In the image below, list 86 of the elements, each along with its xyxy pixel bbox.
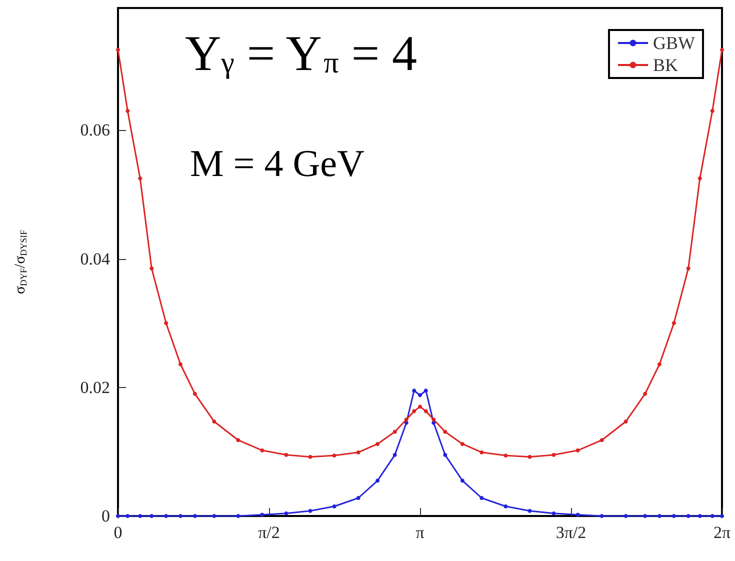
point [332, 454, 336, 458]
point [443, 430, 448, 434]
point [624, 419, 628, 424]
point [192, 514, 197, 518]
point [392, 452, 397, 457]
point [480, 496, 484, 500]
point [178, 514, 182, 518]
point [236, 514, 240, 518]
point [658, 514, 662, 518]
point [212, 419, 216, 424]
point [260, 448, 264, 452]
point [308, 454, 312, 459]
point [424, 388, 428, 393]
point [460, 478, 464, 483]
point [600, 438, 604, 442]
point [710, 514, 714, 518]
y-tick-label: 0 [102, 506, 110, 526]
point [192, 392, 197, 396]
point [260, 512, 264, 517]
point [412, 388, 416, 393]
point [404, 418, 408, 422]
y-tick-label: 0.06 [80, 120, 110, 140]
point [528, 508, 532, 513]
point [528, 454, 532, 459]
point [552, 511, 556, 516]
point [443, 452, 448, 457]
point [480, 450, 484, 454]
point [308, 508, 312, 513]
point [126, 108, 130, 113]
y-tick-label: 0.02 [80, 378, 110, 397]
point [126, 514, 130, 518]
point [658, 362, 662, 366]
point [643, 514, 648, 518]
point [178, 362, 182, 366]
x-tick-label: π/2 [258, 523, 280, 542]
point [460, 442, 464, 446]
point [720, 48, 724, 52]
legend-label: BK [653, 55, 678, 75]
annotation: Yγ = Yπ = 4 [185, 25, 418, 81]
point [412, 409, 416, 414]
point [698, 176, 702, 180]
point [150, 266, 154, 270]
point [672, 514, 676, 518]
point [418, 404, 422, 409]
x-tick-label: π [416, 523, 425, 542]
point [720, 514, 724, 518]
point [576, 448, 580, 452]
point [150, 514, 154, 518]
point [686, 266, 690, 270]
point [698, 514, 702, 518]
point [418, 393, 422, 398]
point [376, 478, 380, 483]
point [164, 321, 168, 326]
annotation: M = 4 GeV [190, 143, 366, 185]
point [672, 321, 676, 326]
point [576, 512, 580, 517]
point [212, 514, 216, 518]
point [392, 430, 397, 434]
point [643, 392, 648, 396]
point [624, 514, 628, 518]
x-tick-label: 2π [713, 523, 731, 542]
point [284, 452, 288, 457]
x-tick-label: 0 [114, 523, 122, 542]
point [284, 511, 288, 516]
point [138, 176, 142, 180]
point [356, 450, 360, 454]
point [356, 496, 360, 500]
point [116, 48, 120, 52]
point [332, 504, 336, 508]
point [424, 409, 428, 414]
point [504, 454, 508, 458]
point [504, 504, 508, 508]
point [710, 108, 714, 113]
point [686, 514, 690, 518]
point [600, 514, 604, 518]
point [432, 418, 436, 422]
point [138, 514, 142, 518]
y-axis-title: σDYF/σDYSIF [12, 230, 28, 294]
point [552, 452, 556, 457]
point [116, 514, 120, 518]
legend-label: GBW [653, 33, 696, 53]
y-tick-label: 0.04 [80, 249, 110, 268]
x-tick-label: 3π/2 [556, 523, 586, 542]
point [376, 442, 380, 446]
point [236, 438, 240, 442]
point [164, 514, 168, 518]
